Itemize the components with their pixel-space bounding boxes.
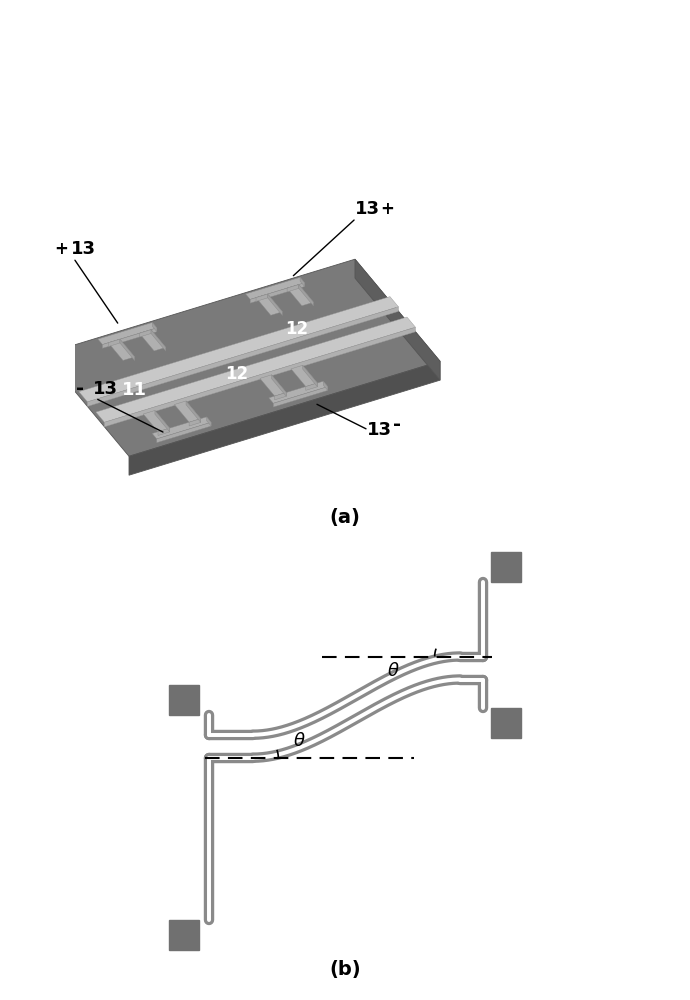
Polygon shape <box>246 277 304 299</box>
Polygon shape <box>108 339 135 360</box>
Polygon shape <box>268 294 282 316</box>
Polygon shape <box>355 259 440 380</box>
Polygon shape <box>186 401 201 422</box>
Polygon shape <box>260 375 286 396</box>
Polygon shape <box>96 317 415 422</box>
Polygon shape <box>287 285 313 306</box>
Bar <box>169 920 199 950</box>
Polygon shape <box>79 297 398 402</box>
Polygon shape <box>144 410 170 432</box>
Polygon shape <box>152 322 157 332</box>
Polygon shape <box>44 259 440 456</box>
Bar <box>491 552 521 582</box>
Polygon shape <box>151 330 166 351</box>
Bar <box>169 685 199 715</box>
Text: 13: 13 <box>355 200 380 218</box>
Polygon shape <box>158 428 170 435</box>
Polygon shape <box>269 381 328 403</box>
Text: 12: 12 <box>225 365 248 383</box>
Text: +: + <box>380 200 394 218</box>
Polygon shape <box>250 283 304 303</box>
Polygon shape <box>256 294 268 301</box>
Polygon shape <box>139 330 151 337</box>
Polygon shape <box>299 285 313 306</box>
Text: +: + <box>55 240 68 258</box>
Polygon shape <box>108 339 120 347</box>
Polygon shape <box>155 410 170 432</box>
Text: -: - <box>76 379 84 398</box>
Text: $\theta$: $\theta$ <box>387 662 400 680</box>
Text: 13: 13 <box>367 421 393 439</box>
Polygon shape <box>175 401 201 422</box>
Polygon shape <box>129 361 440 475</box>
Text: (a): (a) <box>330 508 360 526</box>
Text: -: - <box>393 415 401 434</box>
Polygon shape <box>323 381 328 390</box>
Polygon shape <box>120 339 135 361</box>
Polygon shape <box>303 365 317 387</box>
Polygon shape <box>273 387 328 407</box>
Polygon shape <box>104 327 415 427</box>
Polygon shape <box>300 277 304 287</box>
Polygon shape <box>306 383 317 390</box>
Polygon shape <box>287 285 299 292</box>
Polygon shape <box>152 417 211 439</box>
Polygon shape <box>206 417 211 426</box>
Text: 13: 13 <box>70 240 96 258</box>
Text: 13: 13 <box>92 380 117 398</box>
Text: $\theta$: $\theta$ <box>293 732 306 750</box>
Text: 12: 12 <box>285 320 308 338</box>
Polygon shape <box>189 419 201 426</box>
Polygon shape <box>256 294 282 315</box>
Polygon shape <box>102 328 157 348</box>
Bar <box>491 708 521 738</box>
Polygon shape <box>272 375 286 396</box>
Polygon shape <box>275 393 286 400</box>
Text: 11: 11 <box>121 381 146 399</box>
Polygon shape <box>88 307 398 406</box>
Polygon shape <box>157 422 211 443</box>
Polygon shape <box>291 365 317 387</box>
Text: (b): (b) <box>329 960 361 978</box>
Polygon shape <box>98 322 157 345</box>
Polygon shape <box>139 330 166 351</box>
